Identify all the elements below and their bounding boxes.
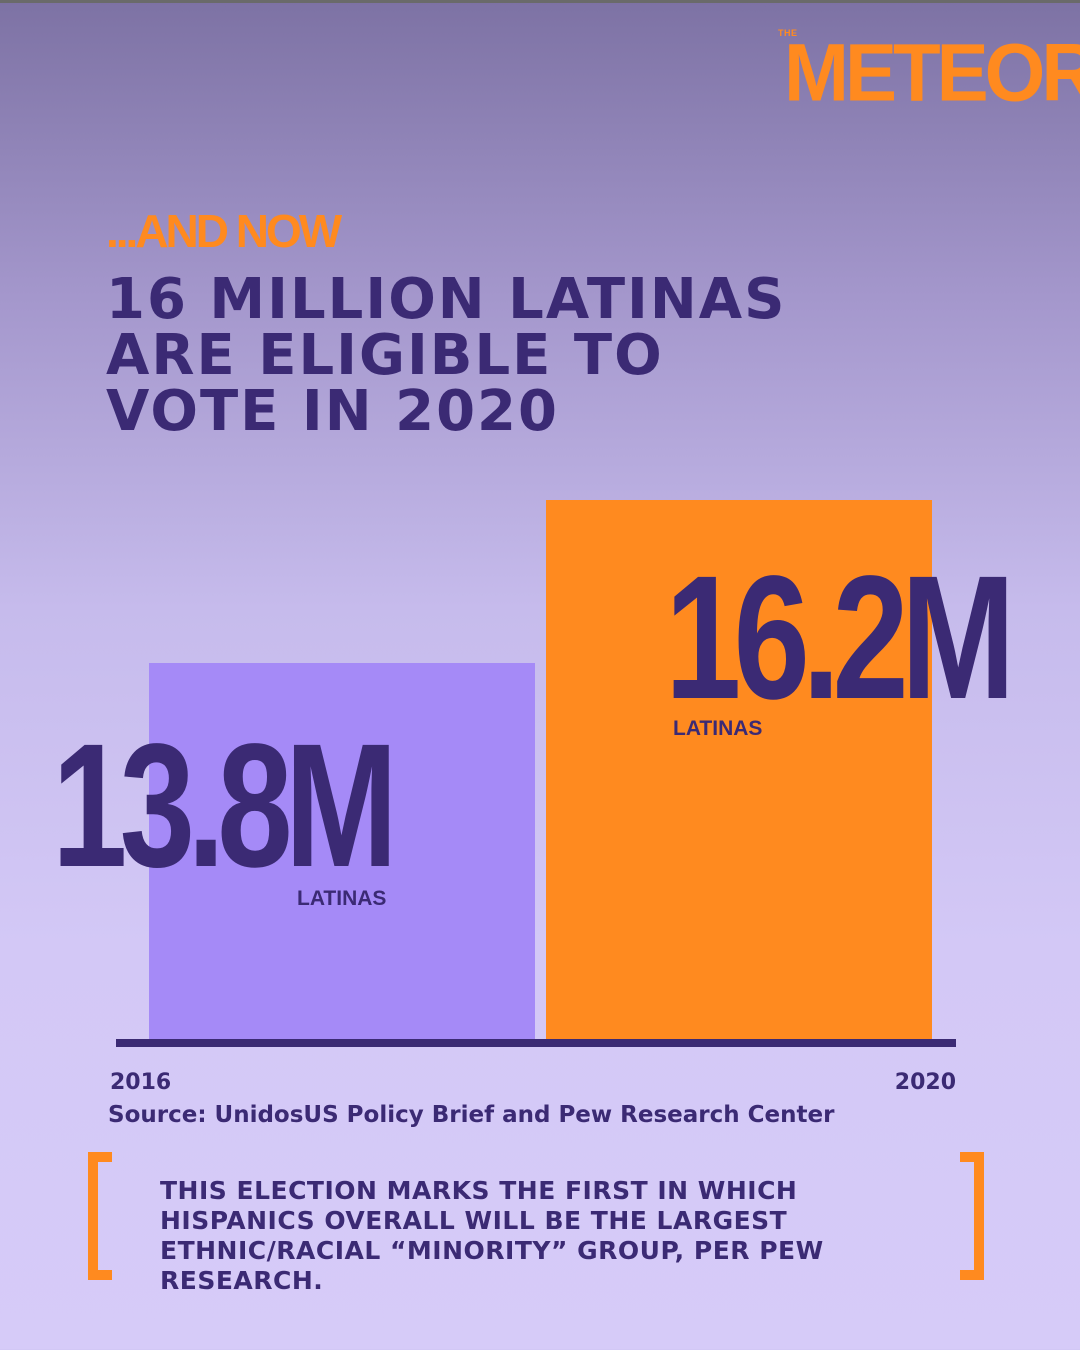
meteor-logo: THE METEOR [778,28,1080,114]
value-label-group-2020: 16.2M [665,540,1015,736]
left-bracket [88,1152,112,1280]
x-tick-label-2016: 2016 [110,1070,171,1095]
headline-line-2: ARE ELIGIBLE TO [106,323,664,388]
headline-line-3: VOTE IN 2020 [106,379,559,444]
bar-2020 [546,500,932,1043]
sub-label-2016: LATINAS [297,887,386,910]
bar-2016 [149,663,535,1043]
value-label-2016: 13.8M [52,708,390,904]
logo-wordmark: METEOR [784,25,1080,119]
top-border-line [0,0,1080,3]
callout-note: THIS ELECTION MARKS THE FIRST IN WHICH H… [160,1176,824,1295]
value-label-2020: 16.2M [665,540,1008,736]
headline: 16 MILLION LATINAS ARE ELIGIBLE TO VOTE … [106,272,1006,440]
source-citation: Source: UnidosUS Policy Brief and Pew Re… [108,1102,835,1128]
sub-label-2020: LATINAS [673,717,762,740]
value-label-group-2016: 13.8M [52,708,398,904]
kicker-text: ...AND NOW [106,205,342,257]
logo-small-text: THE [778,28,798,38]
x-tick-label-2020: 2020 [895,1070,956,1095]
headline-line-1: 16 MILLION LATINAS [106,267,787,332]
right-bracket [960,1152,984,1280]
